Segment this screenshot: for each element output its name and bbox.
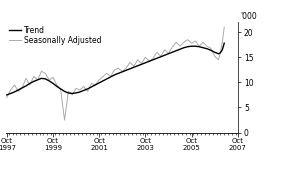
Trend xyxy=(40,77,43,79)
Seasonally Adjusted xyxy=(40,70,43,72)
Seasonally Adjusted xyxy=(28,84,32,86)
Legend: Trend, Seasonally Adjusted: Trend, Seasonally Adjusted xyxy=(9,26,102,45)
Trend xyxy=(28,82,32,84)
Trend xyxy=(167,53,170,55)
Seasonally Adjusted xyxy=(125,67,128,69)
Line: Seasonally Adjusted: Seasonally Adjusted xyxy=(7,27,224,120)
Seasonally Adjusted xyxy=(67,90,70,92)
Seasonally Adjusted xyxy=(5,96,8,98)
Line: Trend: Trend xyxy=(7,43,224,95)
Trend xyxy=(5,94,8,96)
Trend xyxy=(222,42,226,44)
Trend xyxy=(121,71,124,73)
Text: '000: '000 xyxy=(240,12,257,21)
Seasonally Adjusted xyxy=(222,26,226,28)
Trend xyxy=(63,90,66,92)
Seasonally Adjusted xyxy=(13,84,16,86)
Seasonally Adjusted xyxy=(171,46,174,48)
Seasonally Adjusted xyxy=(63,119,66,121)
Trend xyxy=(13,91,16,93)
